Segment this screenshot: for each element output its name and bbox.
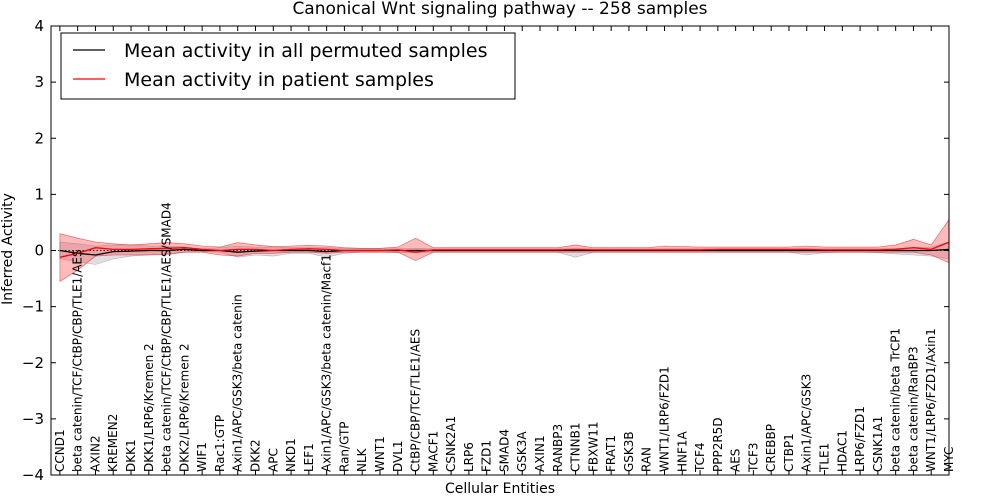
x-tick-label: PPP2R5D	[711, 417, 725, 472]
x-tick-label: FZD1	[480, 440, 494, 472]
x-tick-label: SMAD4	[497, 429, 511, 472]
x-tick-label: CtBP/CBP/TCF/TLE1/AES	[409, 329, 423, 472]
legend-frame	[60, 32, 516, 100]
x-tick-label: DKK2	[249, 439, 263, 472]
legend: Mean activity in all permuted samples Me…	[60, 32, 516, 100]
x-tick-label: beta catenin/TCF/CtBP/CBP/TLE1/AES	[71, 249, 85, 472]
legend-label-patient: Mean activity in patient samples	[124, 69, 434, 91]
x-axis-label: Cellular Entities	[445, 481, 555, 497]
x-tick-label: FRAT1	[604, 435, 618, 472]
line-series-1	[59, 241, 950, 258]
y-tick-label: 0	[34, 242, 44, 260]
x-tick-label: LRP6	[462, 442, 476, 472]
x-tick-label: LEF1	[302, 443, 316, 472]
x-tick-label: Ran/GTP	[337, 421, 351, 472]
x-tick-label: WIF1	[195, 442, 209, 472]
y-tick-label: 3	[34, 73, 44, 91]
x-tick-label: beta catenin/TCF/CtBP/CBP/TLE1/AES/SMAD4	[160, 202, 174, 472]
y-tick-label: 4	[34, 17, 44, 35]
x-tick-label: Axin1/APC/GSK3/beta catenin	[231, 294, 245, 472]
x-tick-label: GSK3B	[622, 431, 636, 472]
x-tick-label: DKK1/LRP6/Kremen 2	[142, 343, 156, 472]
x-tick-label: Axin1/APC/GSK3/beta catenin/Macf1	[320, 254, 334, 472]
x-tick-label: Rac1:GTP	[213, 415, 227, 472]
x-tick-label: CSNK1A1	[871, 416, 885, 472]
x-tick-label: beta catenin/beta TrCP1	[889, 328, 903, 472]
x-tick-label: GSK3A	[515, 431, 529, 472]
x-tick-label: AXIN1	[533, 435, 547, 472]
x-tick-label: MYC	[942, 447, 956, 472]
x-tick-label: WNT1	[373, 436, 387, 472]
x-tick-label: LRP6/FZD1	[853, 406, 867, 472]
x-tick-label: RANBP3	[551, 424, 565, 472]
x-tick-label: CTBP1	[782, 433, 796, 472]
y-tick-label: −2	[22, 354, 44, 372]
x-tick-label: NKD1	[284, 438, 298, 472]
x-tick-label: CREBBP	[764, 424, 778, 472]
x-tick-label: HNF1A	[675, 430, 689, 472]
x-tick-label: CSNK2A1	[444, 416, 458, 472]
y-tick-label: 1	[34, 185, 44, 203]
x-tick-label: beta catenin/RanBP3	[906, 346, 920, 472]
y-axis-label: Inferred Activity	[0, 193, 16, 305]
y-axis: −4 −3 −2 −1 0 1 2 3 4	[22, 17, 949, 484]
x-tick-label: KREMEN2	[106, 414, 120, 472]
x-tick-label: DKK1	[124, 439, 138, 472]
x-tick-label: RAN	[640, 447, 654, 472]
y-tick-label: −3	[22, 410, 44, 428]
x-tick-label: AXIN2	[89, 435, 103, 472]
x-tick-label: CTNNB1	[569, 422, 583, 472]
x-tick-label: WNT1/LRP6/FZD1/Axin1	[924, 328, 938, 472]
x-tick-label: DKK2/LRP6/Kremen 2	[177, 343, 191, 472]
x-tick-label: MACF1	[426, 431, 440, 472]
x-tick-label: HDAC1	[835, 430, 849, 472]
x-tick-label: AES	[729, 449, 743, 472]
x-tick-label: APC	[266, 448, 280, 472]
x-tick-label: Axin1/APC/GSK3	[800, 374, 814, 472]
x-axis: CCND1 beta catenin/TCF/CtBP/CBP/TLE1/AES A…	[53, 26, 956, 475]
y-tick-label: 2	[34, 129, 44, 147]
x-tick-label: TLE1	[818, 443, 832, 473]
series-lines	[59, 241, 950, 258]
y-tick-label: −1	[22, 298, 44, 316]
legend-label-permuted: Mean activity in all permuted samples	[124, 40, 487, 62]
x-tick-label: TCF4	[693, 442, 707, 473]
chart-title: Canonical Wnt signaling pathway -- 258 s…	[292, 0, 707, 19]
x-tick-label: CCND1	[53, 429, 67, 472]
x-tick-label: DVL1	[391, 440, 405, 472]
x-tick-label: TCF3	[746, 442, 760, 473]
x-tick-label: FBXW11	[586, 422, 600, 473]
x-tick-label: NLK	[355, 447, 369, 472]
x-tick-label: WNT1/LRP6/FZD1	[658, 366, 672, 472]
y-tick-label: −4	[22, 466, 44, 484]
